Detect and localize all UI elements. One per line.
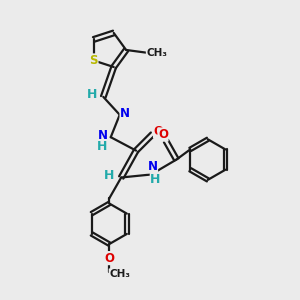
Text: H: H — [150, 173, 161, 186]
Text: CH₃: CH₃ — [146, 48, 167, 58]
Text: S: S — [89, 54, 98, 67]
Text: H: H — [87, 88, 97, 101]
Text: O: O — [158, 128, 168, 141]
Text: O: O — [104, 252, 114, 265]
Text: N: N — [148, 160, 158, 172]
Text: N: N — [120, 107, 130, 120]
Text: CH₃: CH₃ — [109, 269, 130, 279]
Text: O: O — [154, 125, 164, 138]
Text: N: N — [98, 129, 107, 142]
Text: H: H — [103, 169, 114, 182]
Text: H: H — [97, 140, 108, 153]
